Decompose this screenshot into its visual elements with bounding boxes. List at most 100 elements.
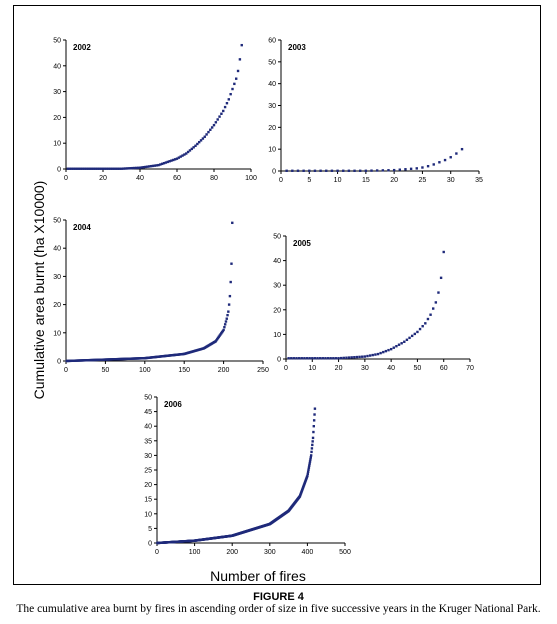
data-point	[313, 407, 317, 410]
data-point	[79, 167, 82, 170]
data-point	[210, 126, 214, 129]
y-tick-label: 10	[53, 330, 61, 337]
data-point	[350, 356, 353, 359]
data-point	[340, 356, 343, 360]
data-point	[310, 450, 313, 454]
data-point	[149, 164, 153, 168]
data-point	[185, 152, 188, 155]
data-point	[98, 167, 101, 170]
data-point	[347, 356, 351, 359]
data-point	[201, 137, 205, 140]
data-point	[120, 167, 123, 170]
data-point	[70, 167, 73, 170]
x-tick-label: 0	[64, 175, 68, 182]
data-point	[205, 133, 208, 136]
data-point	[358, 355, 361, 359]
y-tick-label: 20	[144, 482, 152, 489]
data-point	[310, 447, 314, 450]
data-point	[371, 353, 374, 357]
data-point	[138, 166, 142, 169]
panel-year-label: 2003	[288, 43, 306, 52]
data-point	[127, 167, 131, 170]
data-point	[307, 466, 311, 469]
x-axis-title: Number of fires	[210, 568, 306, 584]
data-point	[226, 313, 229, 317]
data-point	[309, 456, 312, 459]
x-tick-label: 150	[178, 367, 190, 374]
data-point	[146, 165, 149, 168]
data-point	[375, 169, 379, 172]
data-point	[370, 169, 373, 172]
data-point	[131, 166, 134, 170]
data-point	[311, 440, 314, 443]
data-point	[179, 155, 182, 158]
data-point	[434, 301, 438, 304]
y-tick-label: 45	[144, 409, 152, 416]
data-point	[455, 152, 458, 155]
data-point	[381, 169, 385, 172]
x-tick-label: 400	[302, 549, 314, 556]
data-point	[77, 167, 81, 170]
x-tick-label: 0	[64, 367, 68, 374]
y-tick-label: 50	[53, 38, 61, 45]
y-tick-label: 0	[148, 541, 152, 548]
data-point	[216, 118, 219, 121]
data-point	[379, 351, 382, 355]
data-point	[300, 357, 303, 360]
data-point	[136, 166, 140, 170]
data-point	[336, 169, 339, 172]
data-point	[309, 454, 313, 457]
data-point	[164, 161, 168, 164]
x-tick-label: 40	[387, 365, 395, 372]
data-point	[233, 82, 236, 86]
data-point	[159, 163, 162, 166]
data-point	[198, 140, 201, 144]
data-point	[347, 169, 351, 172]
data-point	[144, 165, 147, 169]
data-point	[312, 419, 316, 422]
data-point	[129, 167, 132, 170]
y-tick-label: 0	[277, 357, 281, 364]
figure-frame	[13, 5, 541, 585]
data-point	[326, 357, 330, 360]
x-tick-label: 60	[173, 175, 181, 182]
data-point	[361, 355, 364, 358]
data-point	[342, 169, 345, 172]
data-point	[87, 167, 90, 170]
data-point	[290, 357, 293, 360]
y-tick-label: 40	[53, 246, 61, 253]
data-point	[443, 158, 447, 162]
data-point	[342, 356, 346, 360]
data-point	[424, 322, 427, 325]
x-tick-label: 500	[339, 549, 351, 556]
data-point	[199, 139, 203, 142]
data-point	[345, 356, 348, 359]
data-point	[316, 357, 319, 360]
data-point	[236, 69, 240, 73]
data-point	[75, 167, 79, 170]
data-point	[363, 355, 367, 358]
data-point	[227, 98, 230, 101]
data-point	[302, 169, 305, 172]
data-point	[439, 276, 443, 280]
data-point	[166, 160, 169, 164]
data-point	[392, 346, 395, 349]
data-point	[228, 294, 232, 298]
x-tick-label: 250	[257, 367, 269, 374]
x-tick-label: 5	[307, 177, 311, 184]
data-point	[312, 425, 315, 428]
data-point	[337, 357, 340, 360]
y-tick-label: 20	[53, 115, 61, 122]
data-point	[318, 357, 322, 360]
data-point	[319, 169, 322, 172]
data-point	[400, 342, 403, 345]
data-point	[432, 307, 435, 310]
data-point	[297, 357, 301, 360]
data-point	[405, 338, 409, 342]
data-point	[432, 163, 435, 166]
data-point	[107, 167, 110, 170]
data-point	[303, 357, 306, 360]
data-point	[398, 168, 401, 171]
data-point	[177, 156, 181, 159]
